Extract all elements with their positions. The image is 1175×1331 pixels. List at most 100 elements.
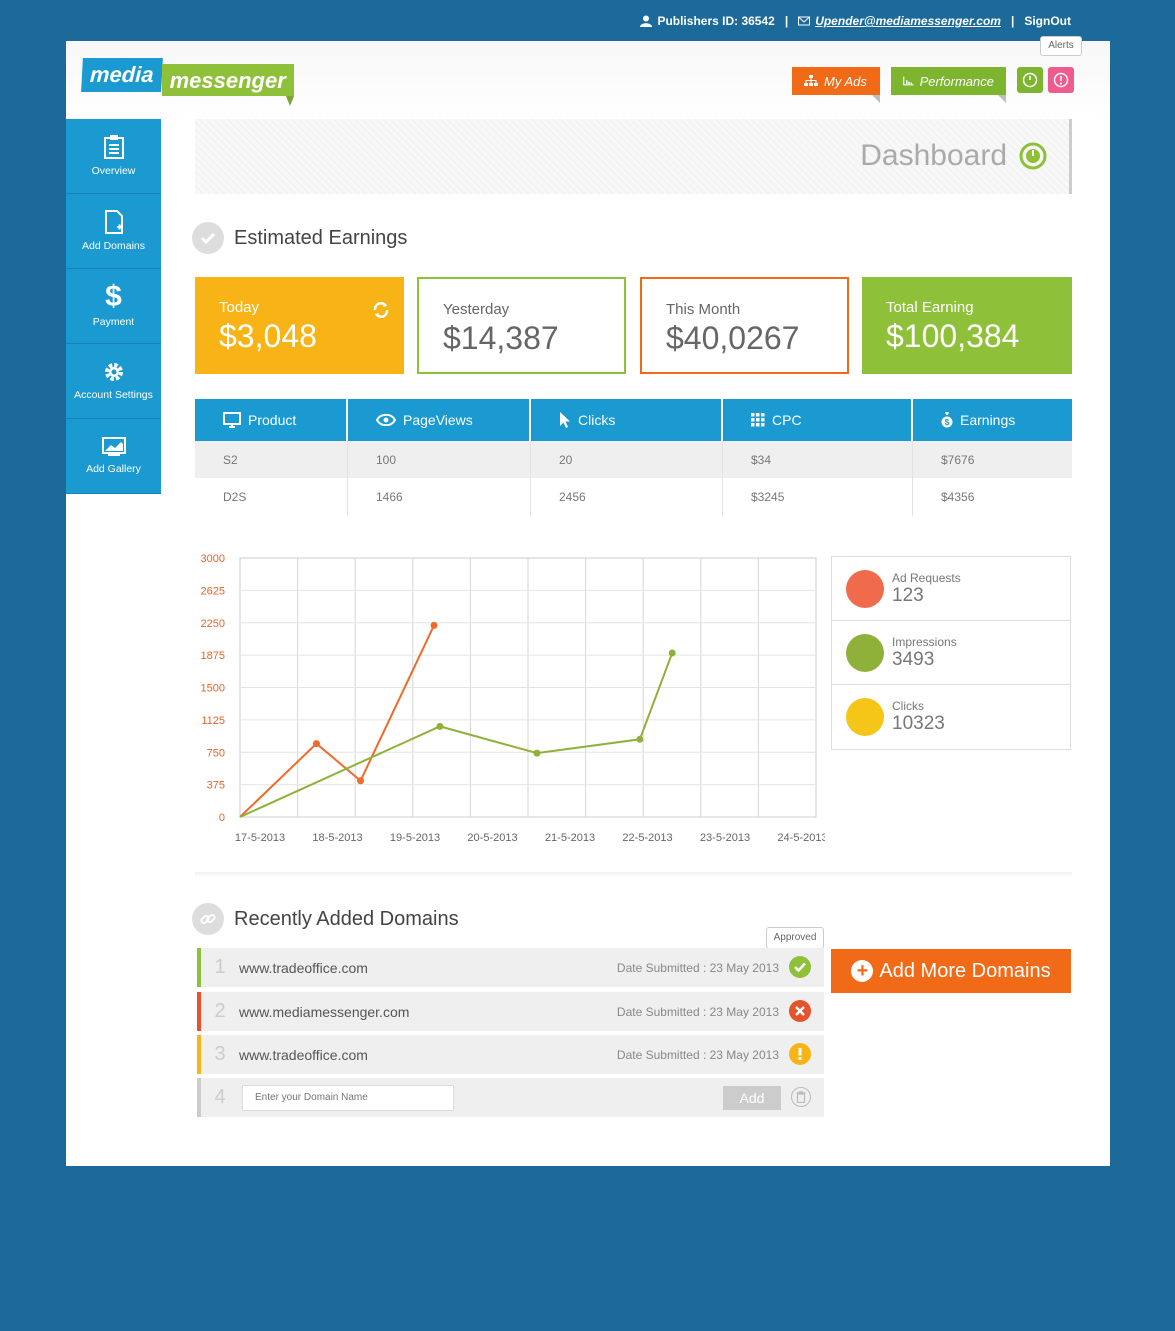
- row-number: 2: [214, 1000, 226, 1022]
- bar-chart-icon: [903, 76, 914, 86]
- sidebar-item-payment[interactable]: $ Payment: [66, 269, 161, 344]
- email-link[interactable]: Upender@mediamessenger.com: [815, 14, 1001, 28]
- series-line: [239, 624, 435, 818]
- date-submitted: Date Submitted : 23 May 2013: [616, 1004, 779, 1019]
- data-point: [357, 777, 365, 785]
- column-header-pageviews[interactable]: PageViews: [348, 399, 531, 441]
- money-bag-icon: $: [941, 412, 953, 428]
- table-cell: $7676: [941, 452, 975, 467]
- signout-link[interactable]: SignOut: [1024, 14, 1071, 28]
- pending-warning-icon[interactable]: [789, 1043, 811, 1065]
- card-label: This Month: [666, 301, 741, 318]
- y-tick-label: 1875: [201, 650, 225, 662]
- legend-dot: [846, 633, 884, 672]
- total-earning-card: Total Earning $100,384: [862, 277, 1072, 374]
- trash-icon[interactable]: [791, 1087, 811, 1107]
- column-label: Clicks: [578, 412, 616, 428]
- stats-table: Product PageViews Clicks CPC $ Earnings …: [195, 399, 1072, 516]
- domain-name-input[interactable]: [242, 1084, 454, 1111]
- card-label: Yesterday: [443, 301, 510, 318]
- table-cell: 100: [348, 441, 531, 478]
- top-bar: Publishers ID: 36542 | Upender@mediamess…: [640, 12, 1071, 30]
- y-tick-label: 750: [207, 747, 225, 759]
- column-header-earnings[interactable]: $ Earnings: [913, 399, 1072, 441]
- table-cell: S2: [195, 441, 348, 478]
- y-tick-label: 1500: [201, 683, 225, 695]
- approved-check-icon[interactable]: [789, 956, 811, 978]
- file-add-icon: [104, 210, 123, 234]
- data-point: [430, 621, 438, 629]
- data-point: [668, 649, 676, 657]
- page-title: Dashboard: [860, 139, 1007, 172]
- check-icon: [192, 222, 224, 254]
- svg-text:$: $: [945, 418, 950, 427]
- dashboard-header: Dashboard: [195, 119, 1072, 194]
- logo[interactable]: media messenger: [81, 58, 294, 106]
- alerts-button[interactable]: [1048, 67, 1074, 93]
- table-cell: D2S: [195, 478, 348, 516]
- legend-item-ad-requests: Ad Requests 123: [832, 557, 1070, 621]
- domain-url: www.mediamessenger.com: [239, 1003, 410, 1020]
- card-value: $14,387: [443, 320, 559, 356]
- performance-button[interactable]: Performance: [891, 67, 1006, 103]
- sidebar-item-label: Account Settings: [74, 389, 153, 401]
- sidebar-item-label: Add Domains: [81, 240, 146, 252]
- x-tick-label: 24-5-2013: [777, 832, 825, 844]
- add-button[interactable]: Add: [723, 1086, 781, 1110]
- plus-icon: +: [851, 960, 874, 982]
- data-point: [636, 735, 644, 743]
- speedometer-icon: [1022, 72, 1038, 88]
- row-number: 4: [214, 1086, 226, 1108]
- rejected-x-icon[interactable]: [789, 1000, 811, 1022]
- domain-row[interactable]: 3 www.tradeoffice.com Date Submitted : 2…: [197, 1035, 824, 1074]
- column-header-product[interactable]: Product: [195, 399, 348, 441]
- table-cell: 2456: [531, 478, 723, 516]
- card-value: $3,048: [219, 318, 317, 354]
- monitor-icon: [223, 412, 241, 428]
- y-tick-label: 1125: [201, 715, 225, 727]
- speedometer-icon: [1019, 142, 1047, 170]
- earnings-section-title: Estimated Earnings: [192, 222, 407, 254]
- date-submitted: Date Submitted : 23 May 2013: [616, 960, 779, 975]
- line-chart: 3000 2625 2250 1875 1500 1125 750 375 0 17-5-2013…: [201, 553, 825, 844]
- row-number: 3: [214, 1043, 226, 1065]
- sidebar-item-add-gallery[interactable]: Add Gallery: [66, 419, 161, 494]
- cursor-icon: [560, 412, 570, 428]
- column-header-clicks[interactable]: Clicks: [531, 399, 723, 441]
- mail-icon: [798, 16, 811, 26]
- publisher-id: Publishers ID: 36542: [640, 14, 775, 28]
- table-cell: 20: [531, 441, 723, 478]
- y-tick-label: 2250: [201, 618, 225, 630]
- separator: |: [784, 14, 789, 28]
- today-card: Today $3,048: [195, 277, 404, 374]
- speedometer-button[interactable]: [1017, 67, 1043, 93]
- chart-legend: Ad Requests 123 Impressions 3493 Clicks …: [831, 556, 1071, 750]
- x-tick-label: 18-5-2013: [312, 832, 362, 844]
- my-ads-button[interactable]: My Ads: [792, 67, 880, 103]
- table-cell: $34: [723, 441, 913, 478]
- domain-row[interactable]: 2 www.mediamessenger.com Date Submitted …: [197, 992, 824, 1031]
- column-header-cpc[interactable]: CPC: [723, 399, 913, 441]
- add-more-label: Add More Domains: [879, 959, 1051, 982]
- x-tick-label: 17-5-2013: [235, 832, 285, 844]
- sidebar-item-account-settings[interactable]: Account Settings: [66, 344, 161, 419]
- separator: |: [1010, 14, 1015, 28]
- legend-label: Ad Requests: [892, 570, 961, 585]
- table-cell: $3245: [723, 478, 913, 516]
- lower-panel: [161, 1125, 1110, 1166]
- earnings-title: Estimated Earnings: [234, 226, 408, 249]
- domain-row[interactable]: 1 www.tradeoffice.com Date Submitted : 2…: [197, 948, 824, 987]
- x-tick-label: 23-5-2013: [700, 832, 750, 844]
- user-icon: [640, 15, 653, 27]
- sitemap-icon: [804, 75, 818, 86]
- add-more-domains-button[interactable]: + Add More Domains: [831, 949, 1071, 993]
- y-tick-label: 375: [207, 780, 225, 792]
- sidebar-item-overview[interactable]: Overview: [66, 119, 161, 194]
- sidebar: Overview Add Domains $ Payment Account S…: [66, 119, 161, 494]
- x-tick-label: 20-5-2013: [467, 832, 517, 844]
- x-tick-label: 22-5-2013: [622, 832, 672, 844]
- refresh-icon[interactable]: [372, 301, 390, 319]
- x-tick-label: 21-5-2013: [545, 832, 595, 844]
- eye-icon: [376, 414, 396, 426]
- sidebar-item-add-domains[interactable]: Add Domains: [66, 194, 161, 269]
